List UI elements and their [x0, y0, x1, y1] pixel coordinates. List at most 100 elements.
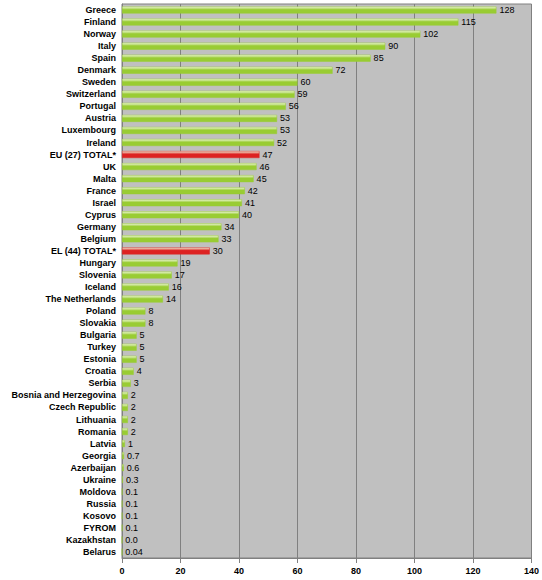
svg-text:Ireland: Ireland [86, 138, 116, 148]
svg-text:53: 53 [280, 113, 290, 123]
svg-text:59: 59 [298, 89, 308, 99]
svg-text:0.04: 0.04 [125, 547, 143, 557]
svg-text:EU (27) TOTAL*: EU (27) TOTAL* [50, 150, 117, 160]
svg-text:Slovenia: Slovenia [79, 270, 117, 280]
svg-text:Slovakia: Slovakia [79, 318, 117, 328]
svg-text:The Netherlands: The Netherlands [45, 294, 116, 304]
svg-text:41: 41 [245, 198, 255, 208]
svg-text:16: 16 [172, 282, 182, 292]
svg-text:4: 4 [137, 366, 142, 376]
svg-text:53: 53 [280, 125, 290, 135]
svg-text:17: 17 [175, 270, 185, 280]
svg-text:Turkey: Turkey [87, 342, 116, 352]
svg-text:100: 100 [407, 566, 422, 576]
svg-text:5: 5 [140, 342, 145, 352]
svg-text:Bosnia and Herzegovina: Bosnia and Herzegovina [11, 390, 117, 400]
svg-text:Poland: Poland [86, 306, 116, 316]
svg-text:Ukraine: Ukraine [83, 475, 116, 485]
svg-text:Greece: Greece [85, 5, 116, 15]
svg-text:14: 14 [166, 294, 176, 304]
svg-text:42: 42 [248, 186, 258, 196]
svg-text:120: 120 [465, 566, 480, 576]
svg-text:Cyprus: Cyprus [85, 210, 116, 220]
svg-text:0.1: 0.1 [125, 511, 138, 521]
svg-text:Belarus: Belarus [83, 547, 116, 557]
svg-text:0.0: 0.0 [125, 535, 138, 545]
svg-text:102: 102 [423, 29, 438, 39]
svg-text:France: France [86, 186, 116, 196]
svg-text:UK: UK [103, 162, 116, 172]
svg-text:Finland: Finland [84, 17, 116, 27]
svg-text:2: 2 [131, 402, 136, 412]
svg-text:Lithuania: Lithuania [76, 415, 117, 425]
svg-text:60: 60 [300, 77, 310, 87]
svg-text:72: 72 [336, 65, 346, 75]
svg-text:Hungary: Hungary [79, 258, 116, 268]
svg-text:Norway: Norway [83, 29, 116, 39]
svg-text:Germany: Germany [77, 222, 116, 232]
svg-text:Spain: Spain [91, 53, 116, 63]
svg-text:Iceland: Iceland [85, 282, 116, 292]
svg-text:Luxembourg: Luxembourg [61, 125, 116, 135]
svg-text:Denmark: Denmark [77, 65, 117, 75]
svg-text:5: 5 [140, 354, 145, 364]
svg-text:5: 5 [140, 330, 145, 340]
svg-text:Portugal: Portugal [79, 101, 116, 111]
svg-text:30: 30 [213, 246, 223, 256]
svg-text:FYROM: FYROM [84, 523, 117, 533]
svg-text:0.3: 0.3 [126, 475, 139, 485]
svg-text:Czech Republic: Czech Republic [49, 402, 116, 412]
svg-text:Bulgaria: Bulgaria [80, 330, 117, 340]
svg-text:34: 34 [224, 222, 234, 232]
svg-text:Azerbaijan: Azerbaijan [70, 463, 116, 473]
svg-text:8: 8 [148, 318, 153, 328]
svg-text:Romania: Romania [78, 427, 117, 437]
svg-text:52: 52 [277, 138, 287, 148]
svg-text:Belgium: Belgium [80, 234, 116, 244]
svg-text:EL (44) TOTAL*: EL (44) TOTAL* [51, 246, 117, 256]
svg-text:0.1: 0.1 [125, 487, 138, 497]
svg-text:56: 56 [289, 101, 299, 111]
svg-text:8: 8 [148, 306, 153, 316]
svg-text:Italy: Italy [98, 41, 116, 51]
svg-text:47: 47 [262, 150, 272, 160]
svg-text:Latvia: Latvia [90, 439, 117, 449]
svg-text:Switzerland: Switzerland [66, 89, 116, 99]
svg-text:80: 80 [351, 566, 361, 576]
svg-text:0.6: 0.6 [127, 463, 140, 473]
svg-text:Estonia: Estonia [83, 354, 117, 364]
svg-text:Serbia: Serbia [88, 378, 117, 388]
svg-text:85: 85 [374, 53, 384, 63]
svg-text:115: 115 [461, 17, 475, 27]
svg-text:Kosovo: Kosovo [83, 511, 117, 521]
svg-text:Sweden: Sweden [82, 77, 116, 87]
svg-text:90: 90 [388, 41, 398, 51]
svg-text:0.7: 0.7 [127, 451, 140, 461]
svg-text:0: 0 [119, 566, 124, 576]
svg-text:2: 2 [131, 390, 136, 400]
svg-text:33: 33 [222, 234, 232, 244]
svg-text:Israel: Israel [92, 198, 116, 208]
svg-text:Austria: Austria [85, 113, 117, 123]
svg-text:Russia: Russia [86, 499, 117, 509]
svg-text:Moldova: Moldova [79, 487, 116, 497]
svg-text:Georgia: Georgia [82, 451, 117, 461]
svg-text:3: 3 [134, 378, 139, 388]
svg-text:128: 128 [499, 5, 514, 15]
svg-text:0.1: 0.1 [125, 523, 138, 533]
svg-text:19: 19 [181, 258, 191, 268]
svg-text:140: 140 [524, 566, 539, 576]
svg-text:2: 2 [131, 415, 136, 425]
svg-text:Croatia: Croatia [85, 366, 117, 376]
svg-text:Kazakhstan: Kazakhstan [66, 535, 116, 545]
svg-text:1: 1 [128, 439, 133, 449]
svg-text:40: 40 [242, 210, 252, 220]
svg-text:0.1: 0.1 [125, 499, 138, 509]
svg-text:40: 40 [234, 566, 244, 576]
svg-text:46: 46 [260, 162, 270, 172]
svg-text:2: 2 [131, 427, 136, 437]
svg-text:60: 60 [292, 566, 302, 576]
svg-text:20: 20 [175, 566, 185, 576]
svg-text:45: 45 [257, 174, 267, 184]
svg-text:Malta: Malta [93, 174, 117, 184]
